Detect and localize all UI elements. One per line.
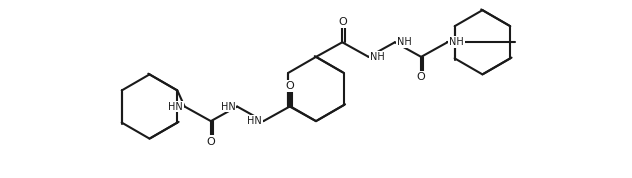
Text: NH: NH bbox=[449, 37, 464, 47]
Text: NH: NH bbox=[370, 52, 385, 62]
Text: HN: HN bbox=[168, 101, 183, 112]
Text: O: O bbox=[207, 137, 216, 146]
Text: HN: HN bbox=[221, 101, 235, 112]
Text: HN: HN bbox=[247, 116, 262, 126]
Text: O: O bbox=[338, 17, 347, 27]
Text: NH: NH bbox=[397, 37, 411, 47]
Text: O: O bbox=[285, 81, 294, 91]
Text: O: O bbox=[416, 72, 425, 82]
